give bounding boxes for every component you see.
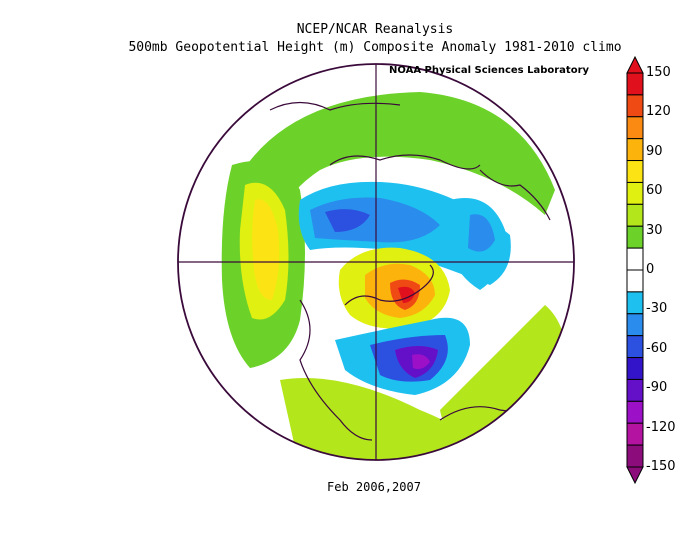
- anomaly-field: [221, 92, 568, 460]
- colorbar-segment: [626, 160, 644, 183]
- colorbar-segment: [626, 72, 644, 96]
- colorbar-arrow-bottom: [626, 466, 644, 485]
- date-label: Feb 2006,2007: [327, 480, 421, 494]
- map-boundary: [177, 63, 575, 461]
- colorbar-segment: [626, 400, 644, 424]
- colorbar-segment: [626, 181, 644, 205]
- colorbar-segment: [626, 422, 644, 446]
- positive-ring-north-atlantic: [240, 92, 555, 215]
- colorbar-arrow-top: [626, 55, 644, 74]
- colorbar-tick-label: 0: [646, 262, 655, 277]
- colorbar-segment: [626, 94, 644, 118]
- colorbar-segment: [626, 313, 644, 337]
- colorbar-tick-label: 120: [646, 104, 671, 120]
- colorbar-segment: [626, 203, 644, 227]
- colorbar-tick-label: -90: [646, 380, 668, 396]
- negative-peak-north: [325, 209, 370, 232]
- colorbar-tick-label: 60: [646, 183, 663, 199]
- positive-peak-pacific: [252, 199, 280, 300]
- colorbar-tick-label: -30: [646, 301, 668, 317]
- colorbar-segment: [626, 138, 644, 162]
- positive-region-south: [280, 378, 480, 460]
- negative-max-south: [412, 354, 430, 370]
- colorbar-segment: [626, 335, 644, 359]
- colorbar-tick-label: 90: [646, 143, 663, 159]
- colorbar-segment: [626, 269, 644, 293]
- colorbar-tick-label: 150: [646, 65, 671, 80]
- colorbar-tick-label: -150: [646, 459, 676, 474]
- colorbar-segment: [626, 225, 644, 249]
- colorbar-segment: [626, 116, 644, 140]
- chart-subtitle: 500mb Geopotential Height (m) Composite …: [128, 40, 622, 55]
- colorbar-segment: [626, 378, 644, 402]
- coastlines: [269, 101, 551, 441]
- chart-title: NCEP/NCAR Reanalysis: [296, 22, 454, 37]
- colorbar: [626, 55, 644, 485]
- colorbar-segment: [626, 357, 644, 380]
- negative-core-east: [468, 214, 495, 252]
- colorbar-segment: [626, 247, 644, 271]
- colorbar-tick-label: -60: [646, 340, 668, 356]
- credit-label: NOAA Physical Sciences Laboratory: [389, 65, 590, 76]
- colorbar-segment: [626, 444, 644, 468]
- colorbar-tick-label: -120: [646, 419, 676, 435]
- colorbar-tick-label: 30: [646, 222, 663, 238]
- colorbar-segment: [626, 291, 644, 315]
